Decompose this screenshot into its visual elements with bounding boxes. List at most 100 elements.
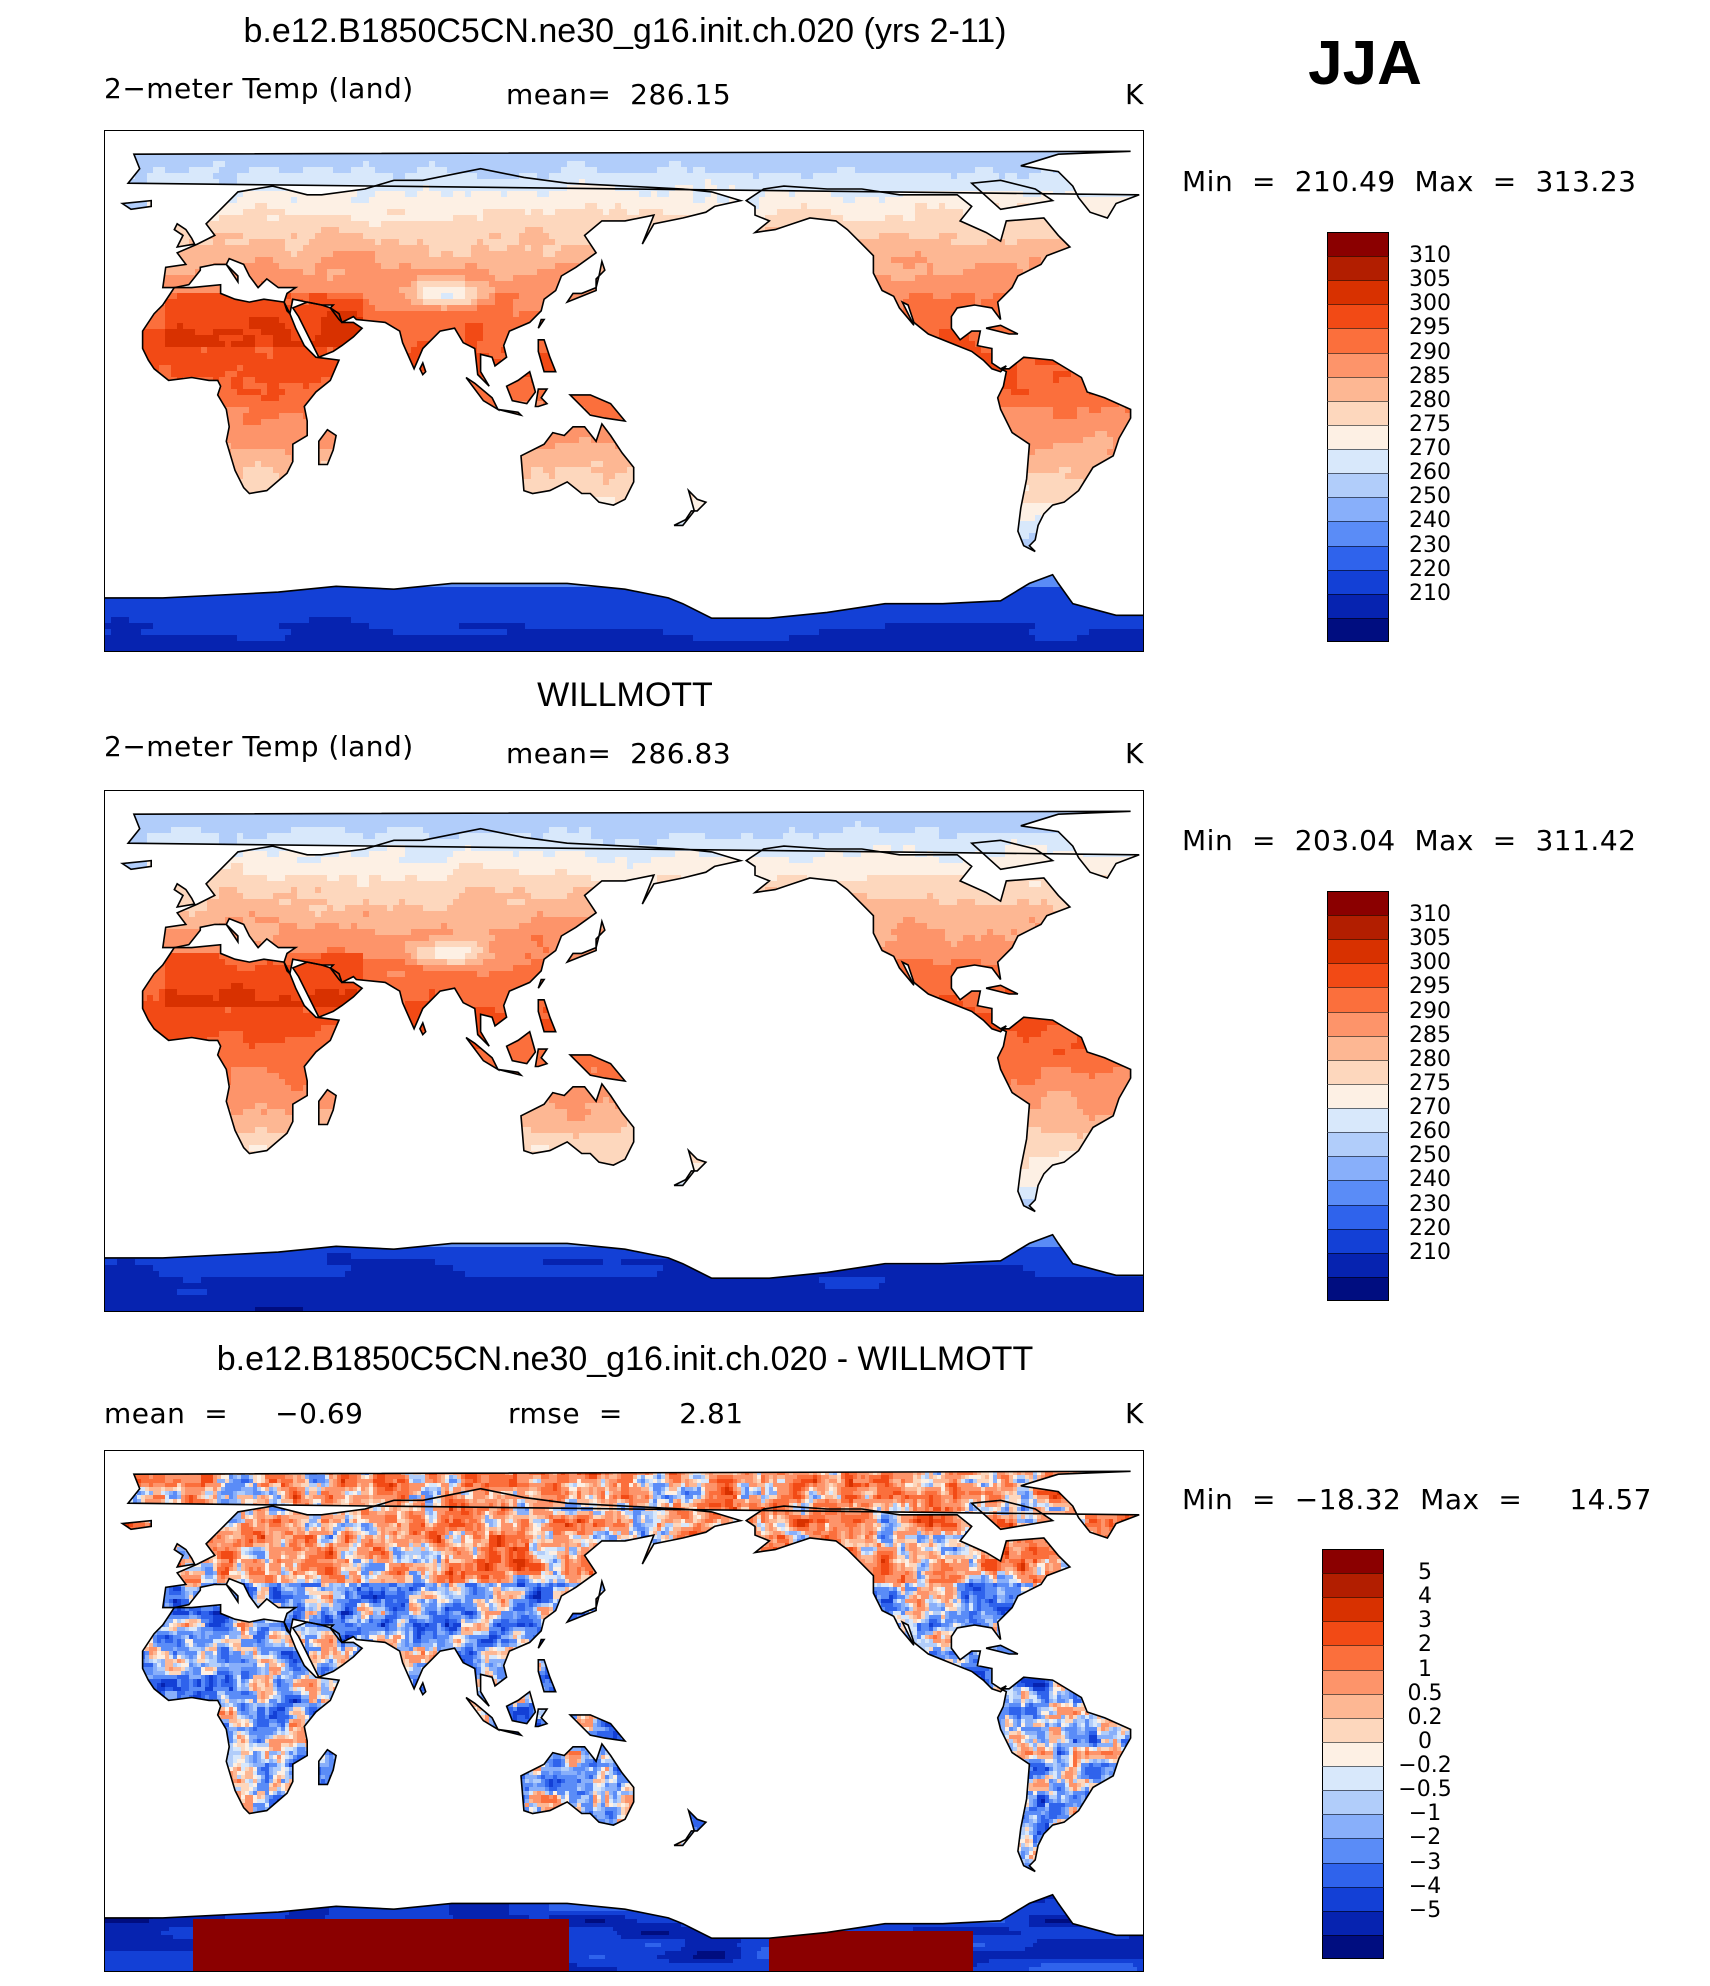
colorbar-tick-label: 260 [1409, 462, 1451, 484]
season-label: JJA [1308, 28, 1422, 99]
colorbar-tick-label: 0.2 [1398, 1707, 1452, 1729]
panel-obs-minmax: Min = 203.04 Max = 311.42 [1182, 824, 1636, 857]
colorbar-tick-label: 210 [1409, 1242, 1451, 1264]
colorbar-tick-label: −4 [1398, 1876, 1452, 1898]
colorbar-swatch [1327, 1277, 1389, 1302]
panel-diff-rmse: rmse = 2.81 [508, 1397, 744, 1430]
colorbar-swatch [1327, 1036, 1389, 1061]
panel-obs-mean: mean= 286.83 [506, 737, 731, 770]
colorbar-tick-label: −3 [1398, 1852, 1452, 1874]
panel-diff-minmax: Min = −18.32 Max = 14.57 [1182, 1483, 1652, 1516]
panel-diff-map [104, 1450, 1144, 1972]
colorbar-swatch [1322, 1838, 1384, 1863]
colorbar-tick-label: −0.5 [1398, 1779, 1452, 1801]
colorbar-tick-label: −2 [1398, 1827, 1452, 1849]
colorbar-tick-label: −5 [1398, 1900, 1452, 1922]
colorbar-swatch [1327, 1012, 1389, 1037]
colorbar-tick-label: 295 [1409, 976, 1451, 998]
colorbar-tick-label: 280 [1409, 1049, 1451, 1071]
panel-model-title: b.e12.B1850C5CN.ne30_g16.init.ch.020 (yr… [244, 12, 1007, 51]
panel-obs-title: WILLMOTT [537, 676, 713, 715]
colorbar-swatch [1327, 425, 1389, 450]
panel-obs-map [104, 790, 1144, 1312]
colorbar-tick-label: 310 [1409, 904, 1451, 926]
colorbar-swatch [1327, 570, 1389, 595]
world-map-plot [105, 131, 1144, 652]
colorbar-tick-label: 295 [1409, 317, 1451, 339]
colorbar-swatch [1327, 1156, 1389, 1181]
colorbar-swatch [1322, 1863, 1384, 1888]
colorbar-tick-label: 275 [1409, 414, 1451, 436]
colorbar-tick-label: 4 [1398, 1586, 1452, 1608]
colorbar-tick-label: 0.5 [1398, 1683, 1452, 1705]
colorbar-swatch [1322, 1549, 1384, 1574]
colorbar-tick-label: 285 [1409, 366, 1451, 388]
colorbar-tick-label: 280 [1409, 390, 1451, 412]
colorbar-tick-label: 240 [1409, 1169, 1451, 1191]
colorbar-swatch [1322, 1911, 1384, 1936]
panel-model-mean: mean= 286.15 [506, 78, 731, 111]
colorbar-swatch [1327, 1180, 1389, 1205]
colorbar-tick-label: 290 [1409, 1001, 1451, 1023]
colorbar-swatch [1327, 1205, 1389, 1230]
colorbar-tick-label: 310 [1409, 245, 1451, 267]
panel-obs-variable-label: 2−meter Temp (land) [104, 730, 414, 763]
colorbar-swatch [1327, 353, 1389, 378]
colorbar-tick-label: 240 [1409, 510, 1451, 532]
colorbar-swatch [1327, 546, 1389, 571]
colorbar-swatch [1322, 1814, 1384, 1839]
colorbar-tick-label: 250 [1409, 486, 1451, 508]
colorbar-swatch [1327, 594, 1389, 619]
colorbar-tick-label: 260 [1409, 1121, 1451, 1143]
colorbar-swatch [1327, 939, 1389, 964]
colorbar-swatch [1327, 256, 1389, 281]
colorbar-swatch [1327, 618, 1389, 643]
panel-model-units: K [1125, 78, 1144, 111]
colorbar-swatch [1322, 1573, 1384, 1598]
colorbar-tick-label: 230 [1409, 1194, 1451, 1216]
panel-diff-units: K [1125, 1397, 1144, 1430]
colorbar-tick-label: −1 [1398, 1803, 1452, 1825]
temperature-field [105, 131, 1144, 652]
colorbar-swatch [1327, 891, 1389, 916]
temperature-field [105, 791, 1144, 1312]
colorbar-swatch [1327, 963, 1389, 988]
colorbar-swatch [1322, 1742, 1384, 1767]
colorbar-swatch [1322, 1935, 1384, 1960]
colorbar-swatch [1322, 1790, 1384, 1815]
colorbar-swatch [1327, 1229, 1389, 1254]
colorbar-tick-label: 275 [1409, 1073, 1451, 1095]
colorbar-tick-label: 305 [1409, 928, 1451, 950]
colorbar-swatch [1322, 1718, 1384, 1743]
panel-model-map [104, 130, 1144, 652]
panel-model-minmax: Min = 210.49 Max = 313.23 [1182, 165, 1636, 198]
colorbar-swatch [1322, 1766, 1384, 1791]
panel-model-colorbar: 310 305 300 295 290 285 280 275 270 260 250 240 230 2… [1327, 232, 1467, 642]
colorbar-swatch [1327, 280, 1389, 305]
colorbar-swatch [1327, 1108, 1389, 1133]
colorbar-tick-label: 0 [1398, 1731, 1452, 1753]
colorbar-swatch [1327, 377, 1389, 402]
colorbar-swatch [1327, 328, 1389, 353]
colorbar-swatch [1322, 1597, 1384, 1622]
colorbar-swatch [1327, 987, 1389, 1012]
colorbar-tick-label: 305 [1409, 269, 1451, 291]
colorbar-tick-label: 220 [1409, 1218, 1451, 1240]
temperature-field [105, 1451, 1144, 1972]
colorbar-tick-label: 250 [1409, 1145, 1451, 1167]
colorbar-swatch [1322, 1694, 1384, 1719]
colorbar-tick-label: 285 [1409, 1025, 1451, 1047]
panel-model-variable-label: 2−meter Temp (land) [104, 72, 414, 105]
panel-obs-units: K [1125, 737, 1144, 770]
panel-obs-colorbar: 310 305 300 295 290 285 280 275 270 260 250 240 230 2… [1327, 891, 1467, 1301]
world-map-plot [105, 1451, 1144, 1972]
colorbar-tick-label: 1 [1398, 1659, 1452, 1681]
colorbar-tick-label: 210 [1409, 583, 1451, 605]
panel-diff-colorbar: 5 4 3 2 1 0.5 0.2 0 −0.2 −0.5 −1 −2 −3 −4 −5 [1322, 1549, 1472, 1959]
colorbar-tick-label: 290 [1409, 342, 1451, 364]
world-map-plot [105, 791, 1144, 1312]
colorbar-swatch [1327, 1084, 1389, 1109]
colorbar-swatch [1322, 1621, 1384, 1646]
colorbar-swatch [1327, 1253, 1389, 1278]
colorbar-tick-label: 3 [1398, 1610, 1452, 1632]
